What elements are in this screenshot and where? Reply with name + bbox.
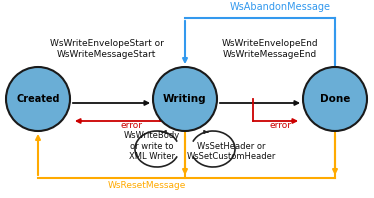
Text: error: error xyxy=(270,121,292,129)
Text: WsResetMessage: WsResetMessage xyxy=(107,182,186,190)
Text: Done: Done xyxy=(320,94,350,104)
Circle shape xyxy=(303,67,367,131)
Text: WsSetHeader or
WsSetCustomHeader: WsSetHeader or WsSetCustomHeader xyxy=(186,142,276,161)
Text: WsAbandonMessage: WsAbandonMessage xyxy=(230,2,331,12)
Text: error: error xyxy=(121,121,143,129)
Text: WsWriteBody
or write to
XML Writer: WsWriteBody or write to XML Writer xyxy=(124,131,180,161)
Circle shape xyxy=(153,67,217,131)
Text: WsWriteEnvelopeStart or
WsWriteMessageStart: WsWriteEnvelopeStart or WsWriteMessageSt… xyxy=(50,39,163,59)
Circle shape xyxy=(6,67,70,131)
Text: Created: Created xyxy=(16,94,60,104)
Text: WsWriteEnvelopeEnd
WsWriteMessageEnd: WsWriteEnvelopeEnd WsWriteMessageEnd xyxy=(222,39,318,59)
Text: Writing: Writing xyxy=(163,94,207,104)
